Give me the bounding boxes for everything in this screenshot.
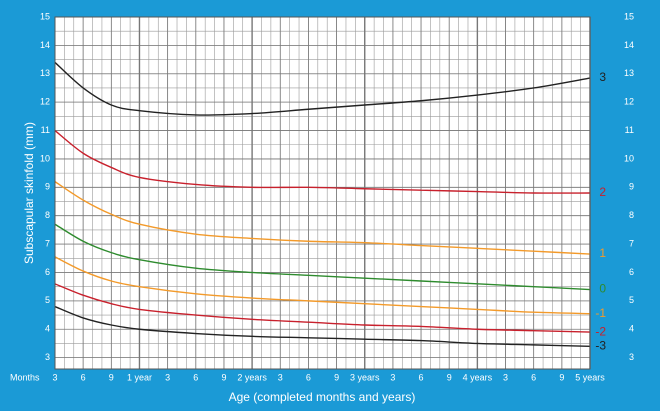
y-tick-label-right: 10 bbox=[624, 153, 634, 163]
x-tick-label: 6 bbox=[81, 372, 86, 382]
y-tick-label: 6 bbox=[45, 267, 50, 277]
x-tick-label: 9 bbox=[334, 372, 339, 382]
curve-label: 2 bbox=[599, 185, 606, 199]
y-tick-label-right: 11 bbox=[625, 125, 634, 135]
x-tick-label: 3 years bbox=[350, 372, 380, 382]
curve-label: -2 bbox=[595, 324, 606, 338]
y-tick-label: 5 bbox=[45, 295, 50, 305]
y-tick-label: 9 bbox=[45, 182, 50, 192]
y-tick-label-right: 15 bbox=[624, 11, 634, 21]
y-tick-label-right: 5 bbox=[629, 295, 634, 305]
y-tick-label: 12 bbox=[40, 97, 50, 107]
curve bbox=[54, 61, 591, 116]
curve-label: -3 bbox=[595, 338, 606, 352]
y-tick-label: 11 bbox=[41, 125, 50, 135]
plot-frame bbox=[54, 16, 591, 370]
y-tick-label: 10 bbox=[40, 153, 50, 163]
x-tick-label: 6 bbox=[419, 372, 424, 382]
y-tick-label: 7 bbox=[45, 238, 50, 248]
curve-label: 0 bbox=[599, 282, 606, 296]
y-tick-label-right: 8 bbox=[629, 210, 634, 220]
y-tick-label: 13 bbox=[40, 68, 50, 78]
y-tick-label-right: 7 bbox=[629, 238, 634, 248]
curve bbox=[54, 181, 591, 255]
x-tick-label: 9 bbox=[447, 372, 452, 382]
x-tick-label: 3 bbox=[390, 372, 395, 382]
x-tick-label: 6 bbox=[306, 372, 311, 382]
x-tick-label: 9 bbox=[559, 372, 564, 382]
curve-label: 3 bbox=[599, 70, 606, 84]
x-tick-label: 3 bbox=[52, 372, 57, 382]
y-tick-label: 4 bbox=[45, 324, 50, 334]
x-tick-label: 6 bbox=[193, 372, 198, 382]
x-tick-label: 3 bbox=[165, 372, 170, 382]
y-tick-label: 14 bbox=[40, 40, 50, 50]
curve bbox=[54, 305, 591, 347]
y-tick-label-right: 4 bbox=[629, 324, 634, 334]
y-tick-label: 3 bbox=[45, 352, 50, 362]
x-tick-label: 9 bbox=[221, 372, 226, 382]
curve bbox=[54, 130, 591, 194]
curve bbox=[54, 223, 591, 291]
y-tick-label-right: 9 bbox=[629, 182, 634, 192]
x-tick-label: 3 bbox=[278, 372, 283, 382]
x-tick-label: 6 bbox=[531, 372, 536, 382]
x-tick-label: 4 years bbox=[463, 372, 493, 382]
curve-label: -1 bbox=[595, 306, 606, 320]
y-tick-label-right: 13 bbox=[624, 68, 634, 78]
x-tick-label: 5 years bbox=[575, 372, 605, 382]
y-tick-label-right: 14 bbox=[624, 40, 634, 50]
y-axis-title: Subscapular skinfold (mm) bbox=[22, 122, 36, 264]
x-tick-label: 9 bbox=[109, 372, 114, 382]
curve bbox=[54, 256, 591, 315]
y-tick-label: 15 bbox=[40, 11, 50, 21]
y-tick-label-right: 3 bbox=[629, 352, 634, 362]
y-tick-label: 8 bbox=[45, 210, 50, 220]
curve bbox=[54, 283, 591, 333]
x-axis-title: Age (completed months and years) bbox=[229, 390, 416, 404]
y-tick-label-right: 12 bbox=[624, 97, 634, 107]
curve-label: 1 bbox=[599, 246, 606, 260]
x-tick-label: 2 years bbox=[237, 372, 267, 382]
x-unit-label: Months bbox=[10, 372, 40, 382]
x-tick-label: 3 bbox=[503, 372, 508, 382]
x-tick-label: 1 year bbox=[127, 372, 152, 382]
y-tick-label-right: 6 bbox=[629, 267, 634, 277]
